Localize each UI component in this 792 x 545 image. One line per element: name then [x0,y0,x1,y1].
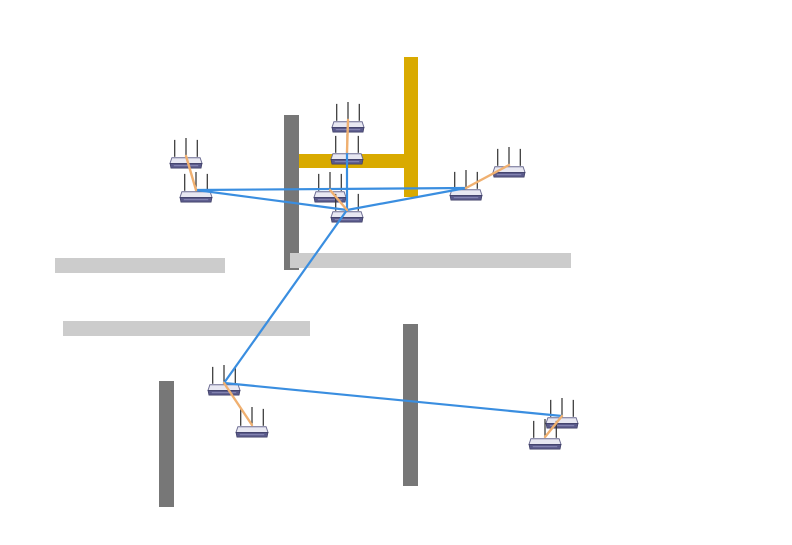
client-link-r5-r6 [328,188,349,212]
obstacle-dark-wall-bottom-center [403,324,418,486]
wireless-router-icon[interactable] [313,172,347,203]
client-link-r1-r2 [184,154,198,192]
backbone-link-r6-r7 [222,208,349,385]
obstacle-dark-wall-top [284,115,299,270]
wireless-router-icon[interactable] [207,365,241,396]
obstacle-gold-post [404,57,418,197]
obstacle-light-wall-left-lower [63,321,310,336]
client-link-r11-r12 [543,414,564,439]
obstacle-light-wall-left-upper [55,258,225,273]
client-link-r7-r8 [222,381,254,427]
wireless-router-icon[interactable] [235,407,269,438]
wireless-router-icon[interactable] [169,138,203,169]
client-link-r9-r10 [464,163,511,190]
wireless-router-icon[interactable] [449,170,483,201]
obstacle-dark-wall-bottom-left [159,381,174,507]
obstacle-light-wall-center [290,253,571,268]
wireless-router-icon[interactable] [545,398,579,429]
link-layer [184,118,564,439]
backbone-link-r7-r11 [222,381,564,418]
backbone-link-r2-r9 [194,186,468,192]
obstacle-layer [55,57,571,507]
client-link-r3-r4 [345,118,350,154]
wireless-router-icon[interactable] [492,147,526,178]
backbone-link-r2-r6 [194,188,349,212]
backbone-link-r6-r9 [345,186,468,212]
